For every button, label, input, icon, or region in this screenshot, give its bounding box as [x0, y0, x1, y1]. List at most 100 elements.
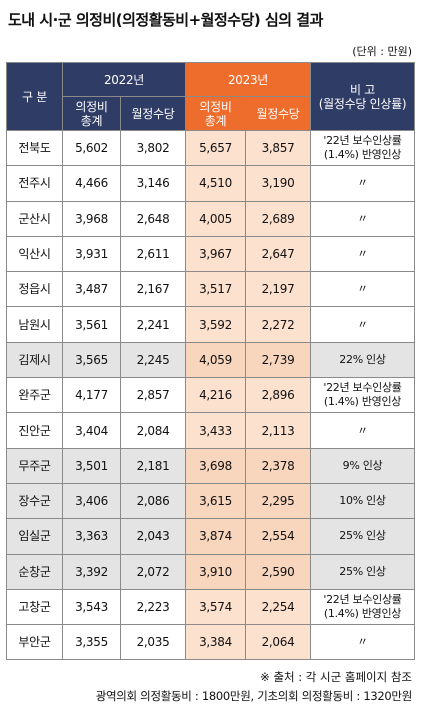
value-cell: 3,392 — [62, 553, 121, 590]
result-table: 구 분 2022년 2023년 비 고 (월정수당 인상률) 의정비 총계 월정수당… — [6, 62, 415, 661]
value-cell: 2,167 — [120, 271, 186, 308]
value-cell: 2,223 — [120, 588, 186, 626]
note-cell: '22년 보수인상률 (1.4%) 반영인상 — [310, 129, 415, 167]
text-line: '22년 보수인상률 — [323, 593, 402, 606]
value-cell: 3,517 — [185, 271, 246, 308]
region-cell: 부안군 — [6, 624, 63, 661]
region-cell: 순창군 — [6, 553, 63, 590]
value-cell: 2,857 — [120, 377, 186, 414]
value-cell: 3,363 — [62, 518, 121, 555]
value-cell: 4,216 — [185, 377, 246, 414]
value-cell: 2,254 — [245, 588, 311, 626]
value-cell: 2,590 — [245, 553, 311, 590]
value-cell: 3,698 — [185, 447, 246, 484]
header-cell: 2023년 — [185, 62, 311, 97]
note-cell: 〃 — [310, 235, 415, 273]
table-row: 고창군 3,543 2,223 3,574 2,254'22년 보수인상률 (1.4%) … — [6, 588, 415, 626]
value-cell: 4,466 — [62, 165, 121, 202]
value-cell: 3,406 — [62, 482, 121, 520]
value-cell: 3,146 — [120, 165, 186, 202]
note-cell: '22년 보수인상률 (1.4%) 반영인상 — [310, 588, 415, 626]
region-cell: 전북도 — [6, 129, 63, 167]
value-cell: 3,190 — [245, 165, 311, 202]
value-cell: 3,857 — [245, 129, 311, 167]
text-line: 25% 인상 — [339, 564, 386, 578]
text-line: 22% 인상 — [339, 352, 386, 366]
value-cell: 2,896 — [245, 377, 311, 414]
value-cell: 2,647 — [245, 235, 311, 273]
note-cell: 10% 인상 — [310, 482, 415, 520]
region-cell: 익산시 — [6, 235, 63, 273]
text-line: '22년 보수인상률 — [323, 381, 402, 395]
table-row: 군산시 3,968 2,648 4,005 2,689 〃 — [6, 200, 415, 237]
note-cell: 〃 — [310, 306, 415, 343]
value-cell: 3,565 — [62, 341, 121, 379]
value-cell: 2,086 — [120, 482, 186, 520]
note-cell: 9% 인상 — [310, 447, 415, 484]
region-cell: 정읍시 — [6, 271, 63, 308]
source-note: ※ 출처 : 각 시군 홈페이지 참조 — [260, 670, 412, 684]
title: 도내 시·군 의정비(의정활동비+월정수당) 심의 결과 — [8, 11, 323, 29]
note-cell: 〃 — [310, 271, 415, 308]
text-line: 〃 — [357, 211, 368, 225]
table-row: 순창군 3,392 2,072 3,910 2,590 25% 인상 — [6, 553, 415, 590]
value-cell: 2,611 — [120, 235, 186, 273]
note-cell: 22% 인상 — [310, 341, 415, 379]
value-cell: 3,355 — [62, 624, 121, 661]
region-cell: 장수군 — [6, 482, 63, 520]
table-row: 완주군 4,177 2,857 4,216 2,896'22년 보수인상률 (1.4%) … — [6, 377, 415, 414]
value-cell: 2,689 — [245, 200, 311, 237]
text-line: 〃 — [357, 317, 368, 331]
text-line: 〃 — [357, 423, 368, 437]
unit-label: (단위 : 만원) — [352, 45, 412, 58]
text-line: '22년 보수인상률 — [323, 134, 402, 148]
table-row: 장수군 3,406 2,086 3,615 2,295 10% 인상 — [6, 482, 415, 520]
value-cell: 2,648 — [120, 200, 186, 237]
value-cell: 3,592 — [185, 306, 246, 343]
text-line: 총계 — [80, 113, 103, 128]
table-row: 전주시 4,466 3,146 4,510 3,190 〃 — [6, 165, 415, 202]
header-cell: 의정비 총계 — [185, 96, 246, 131]
header-cell: 월정수당 — [120, 96, 186, 131]
region-cell: 군산시 — [6, 200, 63, 237]
region-cell: 무주군 — [6, 447, 63, 484]
text-line: 10% 인상 — [339, 494, 386, 508]
text-line: 총계 — [204, 113, 227, 128]
value-cell: 3,543 — [62, 588, 121, 626]
value-cell: 3,384 — [185, 624, 246, 661]
value-cell: 2,072 — [120, 553, 186, 590]
value-cell: 3,561 — [62, 306, 121, 343]
value-cell: 3,910 — [185, 553, 246, 590]
value-cell: 2,113 — [245, 412, 311, 449]
value-cell: 2,245 — [120, 341, 186, 379]
table-row: 부안군 3,355 2,035 3,384 2,064 〃 — [6, 624, 415, 661]
region-cell: 남원시 — [6, 306, 63, 343]
value-cell: 2,739 — [245, 341, 311, 379]
text-line: 의정비 — [199, 99, 232, 114]
text-line: 9% 인상 — [342, 458, 383, 472]
value-cell: 3,501 — [62, 447, 121, 484]
note-cell: 〃 — [310, 624, 415, 661]
value-cell: 2,197 — [245, 271, 311, 308]
header-cell: 구 분 — [6, 62, 63, 131]
value-cell: 2,084 — [120, 412, 186, 449]
value-cell: 3,487 — [62, 271, 121, 308]
footer-note: 광역의회 의정활동비 : 1800만원, 기초의회 의정활동비 : 1320만원 — [95, 689, 413, 703]
value-cell: 4,177 — [62, 377, 121, 414]
table-row: 정읍시 3,487 2,167 3,517 2,197 〃 — [6, 271, 415, 308]
value-cell: 3,615 — [185, 482, 246, 520]
value-cell: 2,241 — [120, 306, 186, 343]
value-cell: 3,968 — [62, 200, 121, 237]
value-cell: 4,005 — [185, 200, 246, 237]
table-row: 무주군 3,501 2,181 3,698 2,378 9% 인상 — [6, 447, 415, 484]
value-cell: 2,378 — [245, 447, 311, 484]
value-cell: 2,181 — [120, 447, 186, 484]
text-line: (월정수당 인상률) — [318, 96, 407, 111]
value-cell: 2,295 — [245, 482, 311, 520]
value-cell: 3,433 — [185, 412, 246, 449]
note-cell: 〃 — [310, 200, 415, 237]
value-cell: 2,064 — [245, 624, 311, 661]
note-cell: 25% 인상 — [310, 553, 415, 590]
value-cell: 5,657 — [185, 129, 246, 167]
